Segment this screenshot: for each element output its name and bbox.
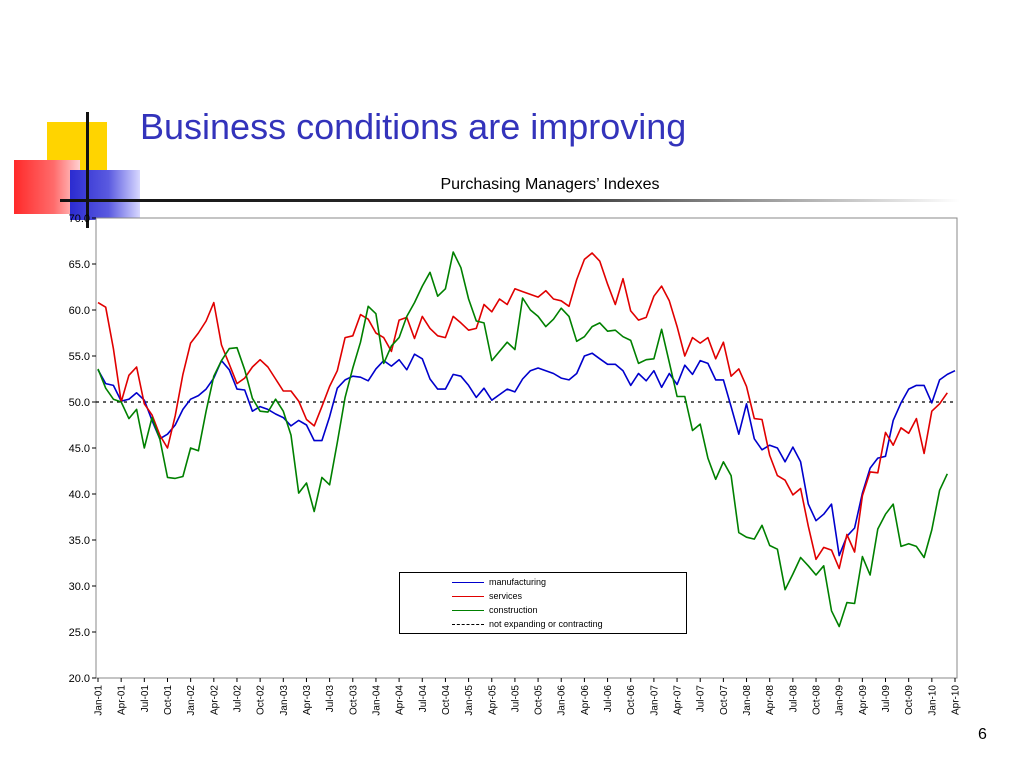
- x-tick-label: Jul-09: [881, 685, 892, 713]
- decor-blue-square: [70, 170, 140, 220]
- x-tick-label: Jan-10: [927, 685, 938, 716]
- x-axis: Jan-01 Apr-01 Jul-01 Oct-01 Jan-02 Apr-02 Jul-…: [94, 678, 962, 716]
- series-group: [97, 251, 956, 628]
- y-tick-label: 45.0: [69, 443, 90, 455]
- chart-title: Purchasing Managers’ Indexes: [440, 176, 660, 193]
- y-tick-label: 50.0: [69, 397, 90, 409]
- legend-label-services: services: [489, 591, 523, 601]
- x-tick-label: Jan-05: [464, 685, 475, 716]
- y-tick-label: 30.0: [69, 581, 90, 593]
- x-tick-label: Apr-07: [673, 685, 684, 715]
- x-tick-label: Jul-07: [696, 685, 707, 713]
- x-tick-label: Oct-06: [626, 685, 637, 715]
- x-tick-label: Jul-01: [140, 685, 151, 713]
- legend: manufacturing services construction not …: [399, 572, 687, 634]
- decor-vertical-line: [86, 112, 89, 228]
- x-tick-label: Jan-03: [279, 685, 290, 716]
- page-number: 6: [978, 726, 987, 743]
- series-line-services: [97, 252, 948, 570]
- x-tick-label: Oct-03: [348, 685, 359, 715]
- x-tick-label: Jul-04: [418, 685, 429, 713]
- x-tick-label: Oct-01: [163, 685, 174, 715]
- x-tick-label: Apr-02: [209, 685, 220, 715]
- series-line-construction: [97, 251, 949, 628]
- y-tick-label: 55.0: [69, 351, 90, 363]
- x-tick-label: Jan-09: [835, 685, 846, 716]
- x-tick-label: Jan-04: [371, 685, 382, 716]
- x-tick-label: Jan-08: [742, 685, 753, 716]
- y-tick-label: 25.0: [69, 627, 90, 639]
- x-tick-label: Jan-02: [186, 685, 197, 716]
- x-tick-label: Apr-09: [858, 685, 869, 715]
- legend-label-reference: not expanding or contracting: [489, 619, 603, 629]
- legend-swatch-construction: [452, 610, 484, 611]
- y-tick-label: 35.0: [69, 535, 90, 547]
- x-tick-label: Apr-06: [580, 685, 591, 715]
- y-tick-label: 65.0: [69, 259, 90, 271]
- x-tick-label: Oct-02: [256, 685, 267, 715]
- decor-horizontal-line: [60, 199, 960, 202]
- x-tick-label: Apr-05: [487, 685, 498, 715]
- legend-swatch-services: [452, 596, 484, 597]
- y-tick-label: 40.0: [69, 489, 90, 501]
- x-tick-label: Jul-05: [510, 685, 521, 713]
- y-tick-label: 20.0: [69, 673, 90, 685]
- x-tick-label: Apr-03: [302, 685, 313, 715]
- x-tick-label: Oct-09: [904, 685, 915, 715]
- x-tick-label: Oct-07: [719, 685, 730, 715]
- legend-label-manufacturing: manufacturing: [489, 577, 547, 587]
- x-tick-label: Apr-08: [765, 685, 776, 715]
- x-tick-label: Jul-03: [325, 685, 336, 713]
- series-line-manufacturing: [97, 352, 956, 557]
- x-tick-label: Oct-04: [441, 685, 452, 715]
- x-tick-label: Jan-01: [94, 685, 105, 716]
- y-axis: 20.0 25.0 30.0 35.0 40.0 45.0 50.0 55.0 60.0 65.0…: [69, 213, 96, 685]
- x-tick-label: Jan-07: [649, 685, 660, 716]
- x-tick-label: Jul-02: [232, 685, 243, 713]
- decor-red-square: [14, 160, 80, 214]
- legend-swatch-manufacturing: [452, 582, 484, 583]
- x-tick-label: Apr-04: [395, 685, 406, 715]
- y-tick-label: 70.0: [69, 213, 90, 225]
- x-tick-label: Oct-05: [534, 685, 545, 715]
- legend-label-construction: construction: [489, 605, 538, 615]
- slide-title: Business conditions are improving: [140, 106, 687, 147]
- y-tick-label: 60.0: [69, 305, 90, 317]
- x-tick-label: Jul-08: [788, 685, 799, 713]
- x-tick-label: Apr-10: [951, 685, 962, 715]
- x-tick-label: Apr-01: [117, 685, 128, 715]
- legend-swatch-reference: [452, 624, 484, 625]
- x-tick-label: Jul-06: [603, 685, 614, 713]
- x-tick-label: Jan-06: [557, 685, 568, 716]
- x-tick-label: Oct-08: [812, 685, 823, 715]
